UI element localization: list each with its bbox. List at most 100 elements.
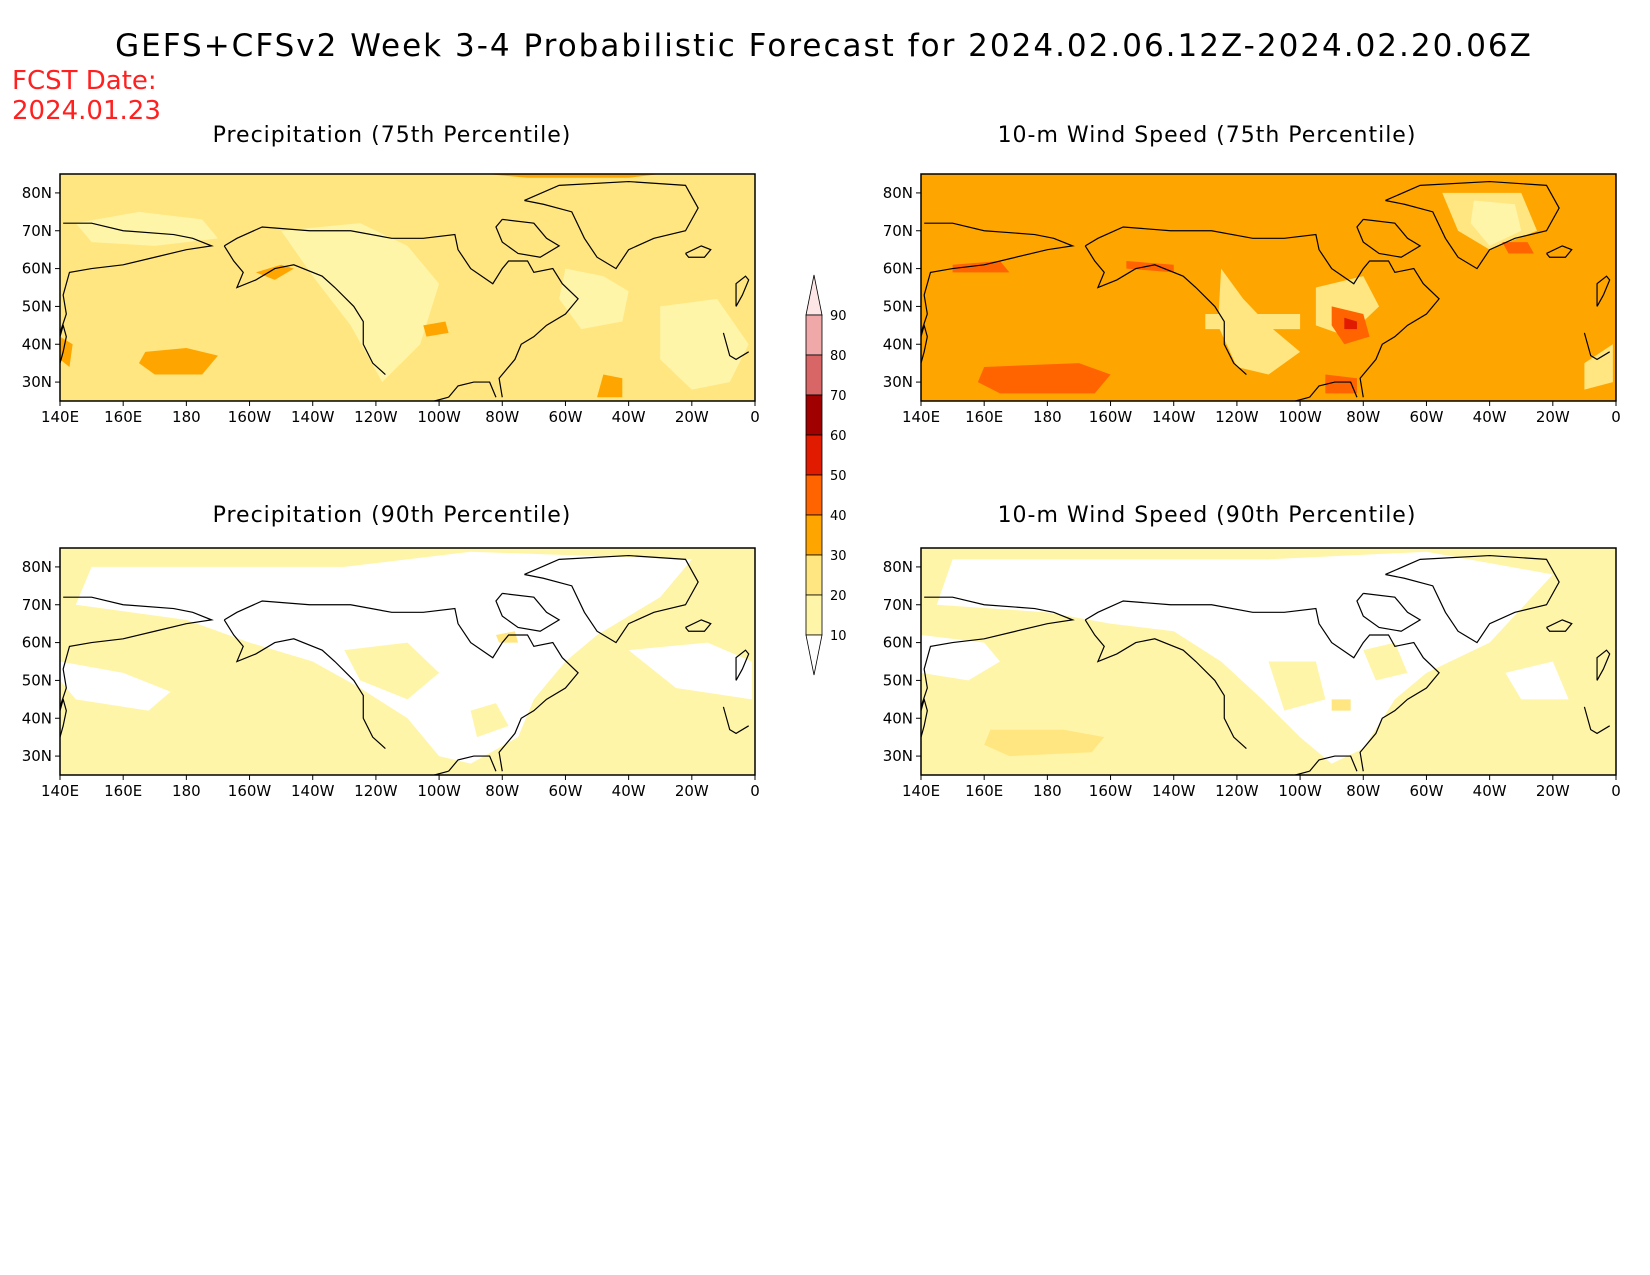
lon-tick-label: 60W xyxy=(548,782,582,800)
map-panel-wind90: 140E 160E 180 160W 140W 120W 100W 80W 60W 40W 20W 0… xyxy=(883,547,1621,800)
map-panel-precip90: 140E 160E 180 160W 140W 120W 100W 80W 60W 40W 20W 0… xyxy=(22,547,760,800)
lon-tick-label: 160W xyxy=(228,782,272,800)
colorbar-segment xyxy=(805,394,823,436)
lon-tick-label: 120W xyxy=(354,408,398,426)
lon-tick-label: 140W xyxy=(1152,408,1196,426)
contour-fill xyxy=(486,174,661,178)
lon-tick-label: 180 xyxy=(172,408,201,426)
lat-tick-label: 50N xyxy=(22,671,52,689)
lon-tick-label: 40W xyxy=(1473,782,1507,800)
contour-fill xyxy=(423,321,449,337)
colorbar-level-label: 40 xyxy=(830,509,847,524)
lon-tick-label: 140E xyxy=(41,408,79,426)
panel-title-wind75: 10-m Wind Speed (75th Percentile) xyxy=(997,123,1417,148)
map-frame xyxy=(59,173,756,402)
panel-title-precip75: Precipitation (75th Percentile) xyxy=(212,123,572,148)
coastline xyxy=(735,275,750,307)
lon-tick-label: 140E xyxy=(902,408,940,426)
coastline xyxy=(1084,619,1247,749)
lon-tick-label: 100W xyxy=(417,408,461,426)
coastline xyxy=(1293,770,1310,775)
lon-tick-label: 120W xyxy=(1215,782,1259,800)
colorbar-level-label: 10 xyxy=(830,629,847,644)
coastline xyxy=(60,697,67,738)
lon-tick-label: 100W xyxy=(1278,782,1322,800)
coastline xyxy=(921,323,928,364)
panel-title-precip90: Precipitation (90th Percentile) xyxy=(212,503,572,528)
coastline xyxy=(60,222,214,334)
contour-fill xyxy=(1268,661,1326,711)
coastline xyxy=(432,770,449,775)
coastline xyxy=(223,619,386,749)
lon-tick-label: 80W xyxy=(485,408,519,426)
lon-tick-label: 20W xyxy=(675,782,709,800)
colorbar-segment xyxy=(805,514,823,556)
coastline xyxy=(524,180,699,270)
coastline xyxy=(1293,396,1310,401)
lat-tick-label: 40N xyxy=(22,709,52,727)
coastline xyxy=(1356,218,1422,258)
lon-tick-label: 120W xyxy=(1215,408,1259,426)
contour-fill xyxy=(1505,661,1569,700)
main-title: GEFS+CFSv2 Week 3-4 Probabilistic Foreca… xyxy=(115,28,1533,64)
colorbar-segment xyxy=(805,594,823,636)
fcst-date-value: 2024.01.23 xyxy=(12,96,161,126)
lon-tick-label: 140W xyxy=(291,408,335,426)
coastline xyxy=(1583,332,1610,361)
lon-tick-label: 60W xyxy=(1409,408,1443,426)
colorbar-segment xyxy=(805,434,823,476)
contour-fill xyxy=(1502,242,1534,254)
contour-fill xyxy=(281,223,440,383)
coastline xyxy=(921,222,1075,334)
contour-fill xyxy=(952,261,1010,273)
lon-tick-label: 140E xyxy=(41,782,79,800)
lat-tick-label: 80N xyxy=(22,558,52,576)
colorbar-level-label: 50 xyxy=(830,469,847,484)
lon-tick-label: 0 xyxy=(1611,782,1621,800)
lon-tick-label: 0 xyxy=(750,782,760,800)
lon-tick-label: 140E xyxy=(902,782,940,800)
lat-tick-label: 50N xyxy=(22,297,52,315)
lon-tick-label: 180 xyxy=(172,782,201,800)
contour-fill xyxy=(565,661,635,696)
contour-fill xyxy=(344,642,440,700)
coastline xyxy=(1084,226,1440,398)
colorbar-bottom-arrow xyxy=(805,634,823,676)
colorbar-level-label: 20 xyxy=(830,589,847,604)
lat-tick-label: 60N xyxy=(883,634,913,652)
colorbar-segment xyxy=(805,314,823,356)
colorbar-top-arrow xyxy=(805,274,823,316)
coastline xyxy=(448,755,497,772)
map-panel-precip75: 140E 160E 180 160W 140W 120W 100W 80W 60W 40W 20W 0… xyxy=(22,173,760,426)
lat-tick-label: 80N xyxy=(22,184,52,202)
coastline xyxy=(60,323,67,364)
contour-fill xyxy=(628,642,752,700)
lon-tick-label: 80W xyxy=(1346,408,1380,426)
coastline xyxy=(921,697,928,738)
lon-tick-label: 160E xyxy=(965,408,1003,426)
coastline xyxy=(1596,649,1611,681)
lon-tick-label: 0 xyxy=(1611,408,1621,426)
contour-fill xyxy=(60,661,171,711)
lat-tick-label: 70N xyxy=(883,222,913,240)
lat-tick-label: 80N xyxy=(883,558,913,576)
map-frame xyxy=(920,547,1617,776)
lat-tick-label: 30N xyxy=(883,747,913,765)
lon-tick-label: 40W xyxy=(612,782,646,800)
contour-fill xyxy=(597,374,623,398)
coastline xyxy=(1385,180,1560,270)
lon-tick-label: 40W xyxy=(1473,408,1507,426)
lat-tick-label: 40N xyxy=(883,335,913,353)
colorbar-segment xyxy=(805,554,823,596)
contour-fill xyxy=(60,336,73,367)
coastline xyxy=(223,226,579,398)
lon-tick-label: 140W xyxy=(1152,782,1196,800)
contour-fill xyxy=(1584,344,1613,390)
colorbar-level-label: 60 xyxy=(830,429,847,444)
fcst-date-label: FCST Date: xyxy=(12,66,157,96)
coastline xyxy=(735,649,750,681)
contour-fill xyxy=(1470,200,1522,246)
lon-tick-label: 100W xyxy=(417,782,461,800)
lat-tick-label: 30N xyxy=(22,747,52,765)
lon-tick-label: 160W xyxy=(228,408,272,426)
